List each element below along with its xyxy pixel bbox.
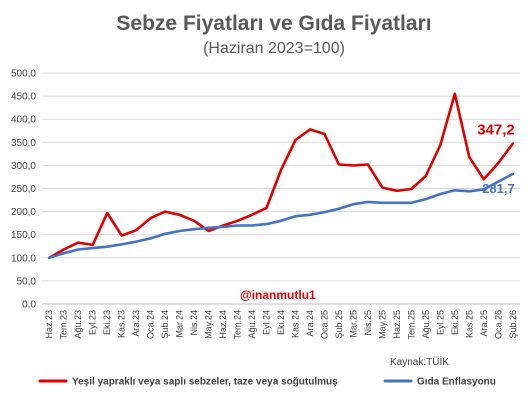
x-axis-ticks: Haz.23 Tem.23 Ağu.23 Eyl.23 Eki.23 Kas.23 Ara.… [44, 310, 518, 340]
x-tick-label: Oca.25 [319, 310, 329, 339]
y-tick-label: 400,0 [11, 115, 36, 126]
chart-subtitle: (Haziran 2023=100) [203, 40, 345, 57]
x-tick-label: Ağu.25 [421, 310, 431, 339]
x-tick-label: Ara.25 [479, 310, 489, 337]
x-tick-label: Ara.23 [131, 310, 141, 337]
x-tick-label: Haz.25 [392, 310, 402, 339]
x-tick-label: Haz.24 [218, 310, 228, 339]
legend: Yeşil yapraklı veya saplı sebzeler, taze… [38, 377, 496, 388]
y-tick-label: 450,0 [11, 92, 36, 103]
x-tick-label: Eyl.24 [262, 310, 272, 335]
x-tick-label: Eki.25 [450, 310, 460, 335]
x-tick-label: May.24 [204, 310, 214, 339]
x-tick-label: Mar.25 [348, 310, 358, 338]
chart-title: Sebze Fiyatları ve Gıda Fiyatları [116, 12, 431, 35]
series-line-2 [47, 172, 515, 260]
x-tick-label: Oca.24 [146, 310, 156, 339]
x-tick-label: Şub.25 [334, 310, 344, 339]
y-tick-label: 50,0 [17, 276, 37, 287]
y-tick-label: 100,0 [11, 253, 36, 264]
y-tick-label: 0,0 [22, 300, 36, 311]
source-label: Kaynak:TÜİK [390, 355, 449, 368]
x-tick-label: Tem.24 [233, 310, 243, 340]
x-tick-label: Kas.25 [464, 310, 474, 338]
legend-label-1: Yeşil yapraklı veya saplı sebzeler, taze… [72, 377, 338, 388]
x-tick-label: Kas.23 [117, 310, 127, 338]
x-tick-label: May.25 [377, 310, 387, 339]
x-tick-label: Tem.25 [406, 310, 416, 340]
x-tick-label: Ağu.24 [247, 310, 257, 339]
x-tick-label: Oca.26 [493, 310, 503, 339]
y-tick-label: 250,0 [11, 184, 36, 195]
x-tick-label: Tem.23 [59, 310, 69, 340]
series-line-1 [47, 92, 515, 260]
gridlines [42, 72, 520, 282]
y-tick-label: 300,0 [11, 161, 36, 172]
x-tick-label: Kas.24 [290, 310, 300, 338]
end-label-2: 281,7 [482, 181, 515, 196]
x-tick-label: Şub.24 [160, 310, 170, 339]
end-labels: 347,2 281,7 [477, 122, 515, 196]
x-tick-label: Şub.26 [508, 310, 518, 339]
x-tick-label: Nis.25 [363, 310, 373, 336]
legend-label-2: Gıda Enflasyonu [417, 377, 496, 388]
y-tick-label: 150,0 [11, 230, 36, 241]
series-lines [47, 92, 515, 260]
x-tick-label: Eki.24 [276, 310, 286, 335]
x-tick-label: Eki.23 [102, 310, 112, 335]
x-tick-label: Ağu.23 [73, 310, 83, 339]
watermark-annotation: @inanmutlu1 [240, 288, 316, 302]
x-tick-label: Mar.24 [175, 310, 185, 338]
y-axis-ticks: 0,0 50,0 100,0 150,0 200,0 250,0 300,0 350,0 400… [11, 69, 36, 311]
y-tick-label: 350,0 [11, 138, 36, 149]
x-tick-label: Eyl.23 [88, 310, 98, 335]
x-tick-label: Nis.24 [189, 310, 199, 336]
end-label-1: 347,2 [477, 122, 515, 139]
x-tick-label: Haz.23 [44, 310, 54, 339]
x-tick-label: Eyl.25 [435, 310, 445, 335]
y-tick-label: 200,0 [11, 207, 36, 218]
y-tick-label: 500,0 [11, 69, 36, 80]
x-tick-label: Ara.24 [305, 310, 315, 337]
